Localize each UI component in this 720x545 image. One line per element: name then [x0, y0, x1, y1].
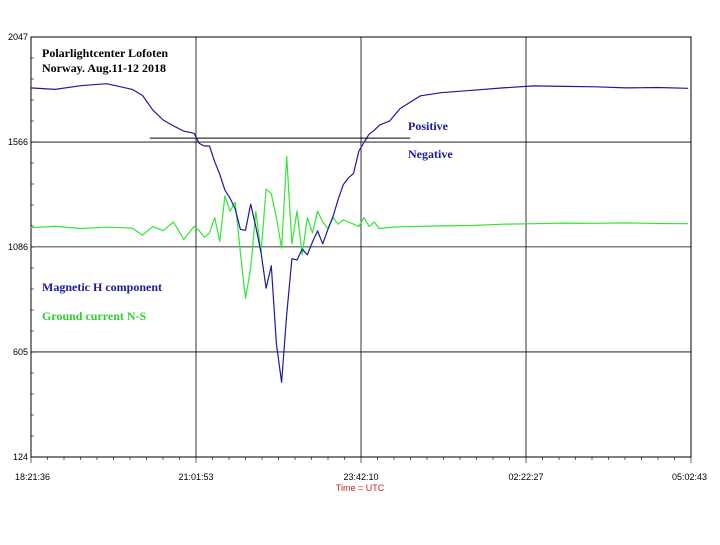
- x-tick-label: 02:22:27: [508, 472, 543, 482]
- x-tick-label: 23:42:10: [343, 472, 378, 482]
- x-axis-label: Time = UTC: [336, 483, 385, 493]
- y-tick-label: 2047: [8, 32, 28, 42]
- legend-ground-current: Ground current N-S: [42, 309, 147, 323]
- x-tick-label: 18:21:36: [15, 472, 50, 482]
- y-tick-label: 1566: [8, 137, 28, 147]
- chart-subtitle: Norway. Aug.11-12 2018: [42, 61, 166, 75]
- legend-magnetic-h: Magnetic H component: [42, 280, 162, 294]
- reference-label-negative: Negative: [408, 147, 453, 161]
- grid-layer: [31, 37, 691, 457]
- chart-title: Polarlightcenter Lofoten: [42, 46, 168, 60]
- series-line-ground-current: [30, 155, 689, 299]
- minor-ticks: [30, 36, 692, 463]
- x-tick-label: 21:01:53: [178, 472, 213, 482]
- reference-label-positive: Positive: [408, 119, 449, 133]
- y-tick-label: 605: [13, 347, 28, 357]
- series-layer: [30, 83, 689, 383]
- x-tick-label: 05:02:43: [672, 472, 707, 482]
- y-tick-label: 124: [13, 452, 28, 462]
- y-tick-label: 1086: [8, 242, 28, 252]
- series-line-magnetic-h: [30, 83, 689, 383]
- tick-label-layer: 2047 1566 1086 605 124 18:21:36 21:01:53 23:42:…: [8, 32, 707, 482]
